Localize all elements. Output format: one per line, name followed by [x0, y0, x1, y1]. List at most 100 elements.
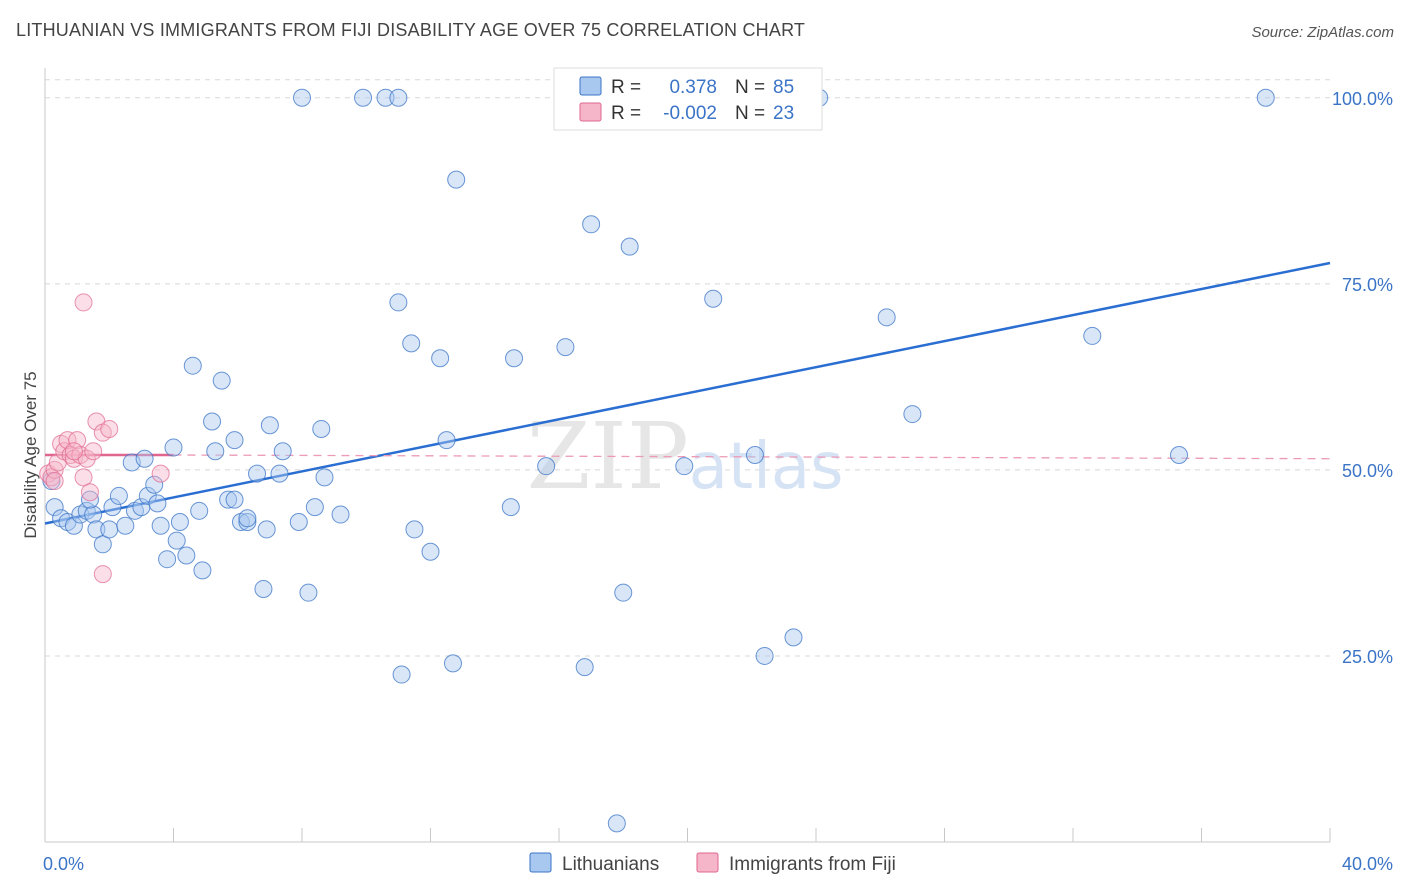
point-lithuanians — [254, 579, 273, 598]
point-lithuanians — [257, 520, 276, 539]
legend-r-label-pink: R = — [611, 103, 641, 124]
point-lithuanians — [116, 516, 135, 535]
point-lithuanians — [903, 405, 922, 424]
point-lithuanians — [225, 431, 244, 450]
point-lithuanians — [270, 464, 289, 483]
point-fiji — [80, 483, 99, 502]
source-label: Source: ZipAtlas.com — [1251, 24, 1394, 41]
tick-labels: 25.0% 50.0% 75.0% 100.0% 0.0% 40.0% — [43, 89, 1393, 874]
point-lithuanians — [505, 349, 524, 368]
point-lithuanians — [405, 520, 424, 539]
trend-line-lithuanians — [44, 261, 1331, 525]
point-lithuanians — [167, 531, 186, 550]
point-lithuanians — [148, 494, 167, 513]
point-lithuanians — [402, 334, 421, 353]
point-lithuanians — [704, 289, 723, 308]
point-lithuanians — [164, 438, 183, 457]
point-fiji — [64, 442, 83, 461]
point-lithuanians — [212, 371, 231, 390]
point-lithuanians — [607, 814, 626, 833]
y-tick-label: 100.0% — [1332, 89, 1393, 109]
point-lithuanians — [206, 442, 225, 461]
point-lithuanians — [93, 535, 112, 554]
y-tick-label: 25.0% — [1342, 647, 1393, 667]
point-lithuanians — [443, 654, 462, 673]
point-lithuanians — [238, 512, 257, 531]
legend-n-label-pink: N = — [735, 103, 765, 124]
point-lithuanians — [1083, 326, 1102, 345]
point-lithuanians — [151, 516, 170, 535]
legend-swatch-lithuanians — [529, 852, 552, 873]
point-lithuanians — [158, 550, 177, 569]
point-lithuanians — [84, 505, 103, 524]
point-lithuanians — [145, 475, 164, 494]
grid-lines — [45, 79, 1330, 657]
series-legend: Lithuanians Immigrants from Fiji — [529, 852, 896, 875]
point-lithuanians — [225, 490, 244, 509]
point-lithuanians — [64, 516, 83, 535]
point-lithuanians — [305, 498, 324, 517]
legend-r-value-blue: 0.378 — [669, 77, 717, 98]
data-points — [39, 88, 1275, 833]
point-lithuanians — [190, 501, 209, 520]
y-tick-label: 75.0% — [1342, 275, 1393, 295]
point-fiji — [45, 472, 64, 491]
point-lithuanians — [219, 490, 238, 509]
point-lithuanians — [582, 215, 601, 234]
point-lithuanians — [745, 446, 764, 464]
y-tick-label: 50.0% — [1342, 461, 1393, 481]
point-lithuanians — [784, 628, 803, 647]
point-lithuanians — [299, 583, 318, 602]
point-lithuanians — [437, 431, 456, 450]
point-lithuanians — [315, 468, 334, 487]
point-lithuanians — [103, 498, 122, 517]
point-lithuanians — [392, 665, 411, 684]
point-lithuanians — [354, 88, 373, 107]
point-fiji — [58, 431, 77, 450]
point-lithuanians — [755, 646, 774, 665]
point-fiji — [68, 431, 87, 450]
stats-legend: R = 0.378 N = 85 R = -0.002 N = 23 — [553, 67, 823, 131]
point-lithuanians — [80, 490, 99, 509]
x-tick-label-min: 0.0% — [43, 854, 84, 874]
point-lithuanians — [614, 583, 633, 602]
legend-r-value-pink: -0.002 — [663, 103, 717, 124]
point-lithuanians — [193, 561, 212, 580]
point-lithuanians — [289, 512, 308, 531]
point-lithuanians — [238, 509, 257, 528]
watermark-atlas: atlas — [689, 430, 844, 504]
point-lithuanians — [556, 338, 575, 357]
point-fiji — [74, 293, 93, 312]
legend-label-fiji: Immigrants from Fiji — [729, 854, 896, 875]
x-tick-label-max: 40.0% — [1342, 854, 1393, 874]
legend-swatch-pink — [579, 102, 602, 122]
legend-swatch-blue — [579, 76, 602, 96]
chart-title: LITHUANIAN VS IMMIGRANTS FROM FIJI DISAB… — [16, 20, 806, 40]
point-lithuanians — [675, 457, 694, 476]
point-lithuanians — [183, 356, 202, 375]
legend-swatch-fiji — [696, 852, 719, 873]
point-lithuanians — [447, 170, 466, 189]
point-lithuanians — [376, 88, 395, 107]
point-lithuanians — [203, 412, 222, 431]
point-lithuanians — [109, 486, 128, 505]
trend-line-fiji-extension — [173, 454, 1331, 460]
point-lithuanians — [877, 308, 896, 327]
point-lithuanians — [1256, 88, 1275, 107]
legend-label-lithuanians: Lithuanians — [562, 854, 659, 875]
point-lithuanians — [431, 349, 450, 368]
point-lithuanians — [135, 449, 154, 468]
point-lithuanians — [273, 442, 292, 461]
legend-n-value-blue: 85 — [773, 77, 794, 98]
legend-r-label-blue: R = — [611, 77, 641, 98]
point-lithuanians — [260, 416, 279, 435]
point-lithuanians — [501, 498, 520, 517]
point-lithuanians — [248, 464, 267, 483]
point-fiji — [84, 442, 103, 461]
point-fiji — [151, 464, 170, 483]
point-lithuanians — [45, 498, 64, 517]
point-fiji — [93, 565, 112, 584]
point-lithuanians — [100, 520, 119, 539]
point-fiji — [100, 419, 119, 438]
